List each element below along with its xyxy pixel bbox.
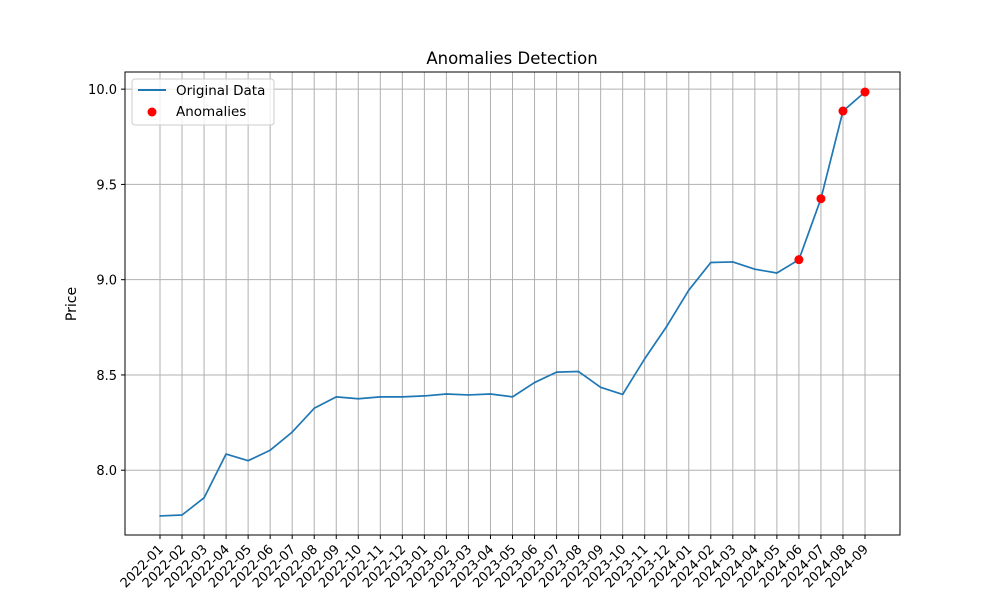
data-point-original-data	[291, 431, 293, 433]
data-point-original-data	[379, 396, 382, 398]
y-tick-label: 10.0	[88, 83, 117, 98]
y-tick-label: 9.5	[96, 178, 117, 193]
legend-box	[131, 78, 275, 126]
data-point-original-data	[555, 371, 558, 373]
legend: Original Data Anomalies	[131, 78, 275, 126]
data-point-original-data	[247, 459, 249, 462]
data-point-original-data	[776, 272, 778, 274]
y-tick-label: 8.0	[96, 464, 117, 479]
data-point-original-data	[643, 357, 646, 360]
data-point-original-data	[599, 386, 602, 389]
data-point-original-data	[357, 397, 360, 400]
y-axis-label: Price	[64, 287, 80, 321]
anomaly-point	[794, 255, 804, 265]
grid-layer	[125, 72, 900, 535]
data-point-original-data	[313, 407, 316, 410]
data-point-original-data	[423, 395, 426, 397]
y-tick-label: 8.5	[96, 369, 117, 384]
data-point-original-data	[754, 268, 756, 271]
data-point-original-data	[467, 394, 470, 396]
chart-title: Anomalies Detection	[426, 49, 597, 68]
data-point-original-data	[401, 396, 404, 398]
data-point-original-data	[203, 497, 205, 499]
legend-label-original-data: Original Data	[176, 83, 265, 99]
y-tick-label: 9.0	[96, 274, 117, 289]
data-point-original-data	[732, 261, 734, 263]
data-point-original-data	[335, 396, 338, 398]
data-point-original-data	[225, 453, 227, 455]
data-point-original-data	[181, 514, 183, 516]
data-point-original-data	[511, 396, 514, 398]
data-point-original-data	[159, 515, 161, 517]
data-point-original-data	[533, 381, 536, 384]
legend-dot-swatch	[147, 107, 157, 117]
anomaly-point	[838, 106, 848, 116]
anomaly-point	[816, 194, 826, 204]
legend-label-anomalies: Anomalies	[176, 104, 246, 120]
series-layer	[159, 87, 870, 517]
data-point-original-data	[577, 370, 580, 373]
anomaly-point	[860, 87, 870, 97]
data-point-original-data	[621, 393, 624, 396]
data-point-original-data	[665, 325, 668, 328]
data-point-original-data	[445, 393, 448, 395]
data-point-original-data	[269, 449, 271, 452]
data-point-original-data	[687, 289, 690, 291]
data-point-original-data	[709, 261, 712, 264]
data-point-original-data	[489, 393, 492, 395]
